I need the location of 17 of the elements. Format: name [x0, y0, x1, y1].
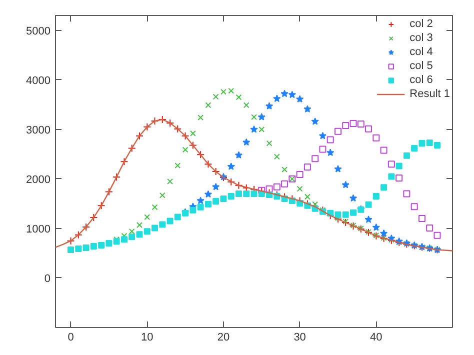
- legend-label: col 6: [410, 73, 433, 87]
- x-tick-label: 10: [141, 332, 154, 344]
- y-tick-label: 0: [44, 272, 51, 285]
- y-tick-label: 3000: [26, 124, 51, 136]
- x-tick-label: 30: [294, 332, 306, 344]
- x-tick-label: 0: [68, 332, 74, 344]
- legend-label: col 2: [410, 17, 433, 31]
- legend-label: Result 1: [410, 87, 450, 101]
- x-tick-label: 20: [217, 332, 230, 344]
- y-tick-label: 4000: [26, 74, 51, 87]
- legend-label: col 5: [410, 59, 433, 73]
- y-tick-label: 1000: [26, 223, 51, 236]
- x-tick-label: 40: [370, 332, 382, 344]
- y-tick-label: 2000: [26, 174, 51, 186]
- legend-label: col 3: [410, 31, 433, 45]
- legend-label: col 4: [410, 45, 433, 59]
- y-tick-label: 5000: [26, 25, 51, 38]
